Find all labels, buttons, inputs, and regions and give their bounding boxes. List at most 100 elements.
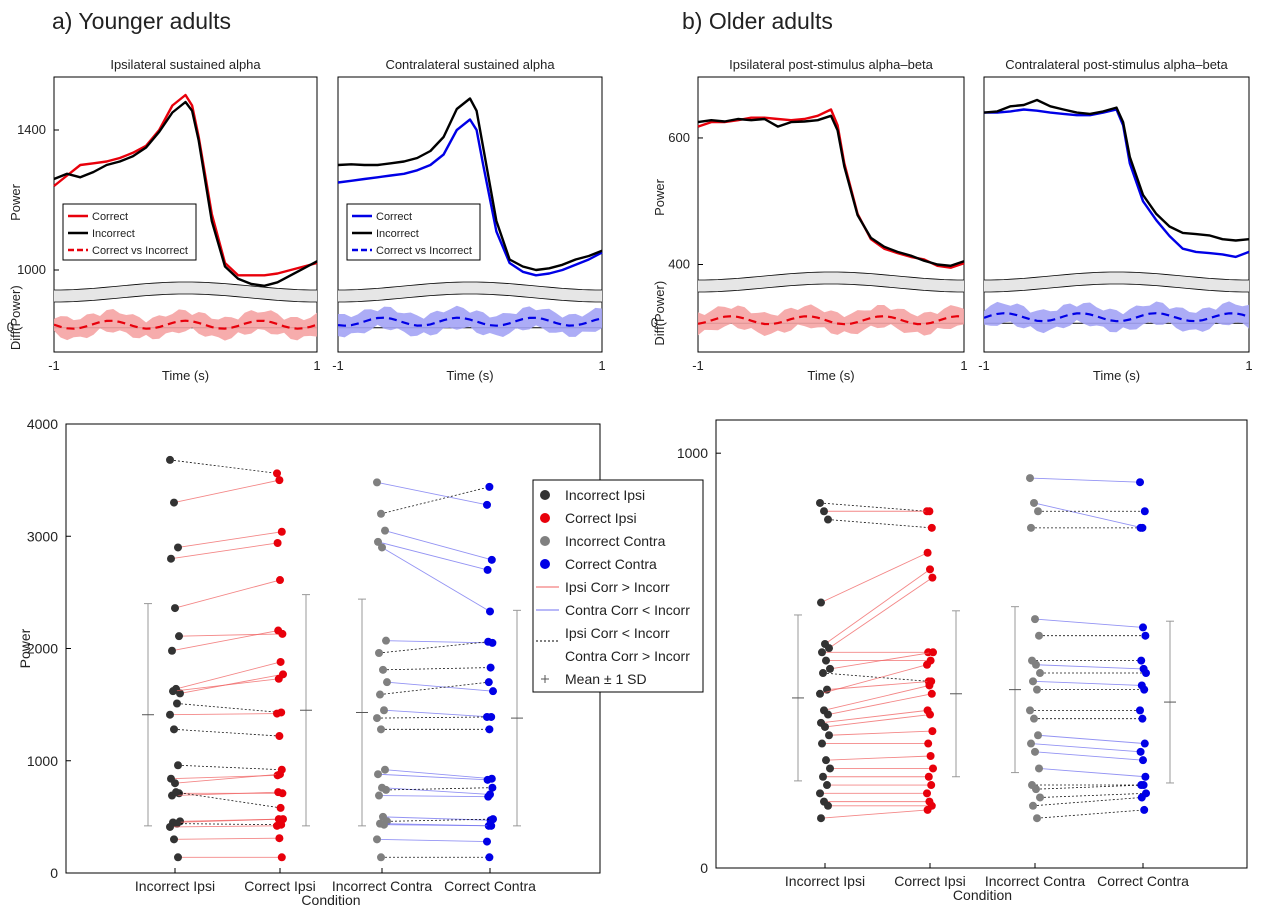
scatter-legend-entry-8: Mean ± 1 SD	[565, 671, 647, 687]
point-ipsi-a-0-13	[174, 761, 182, 770]
pair-line-ipsi-1-5	[828, 577, 933, 649]
axis-break-band-1	[338, 282, 602, 302]
pair-line-ipsi-0-2	[177, 531, 282, 548]
point-contra-a-1-9	[1029, 677, 1037, 686]
pair-line-contra-0-22	[376, 838, 488, 843]
point-ipsi-a-0-1	[170, 498, 178, 507]
point-ipsi-a-0-5	[175, 632, 183, 641]
scatter-legend-dot-2	[540, 536, 550, 546]
point-contra-a-1-5	[1035, 631, 1043, 640]
pair-line-contra-1-20	[1032, 797, 1142, 807]
point-ipsi-a-0-22	[166, 822, 174, 831]
point-ipsi-a-0-18	[172, 788, 180, 797]
axis-break-lower-0	[54, 293, 317, 303]
point-ipsi-b-1-8	[929, 648, 937, 657]
point-contra-a-0-5	[382, 636, 390, 645]
pair-line-contra-1-4	[1034, 618, 1144, 628]
panel-frame-1	[337, 76, 603, 353]
point-contra-b-0-16	[488, 783, 497, 792]
point-contra-b-1-4	[1139, 623, 1147, 632]
panel-frame-3	[983, 76, 1250, 353]
point-contra-a-1-7	[1032, 660, 1040, 669]
point-contra-a-1-14	[1027, 739, 1035, 748]
scatter-legend-dot-1	[540, 513, 550, 523]
point-ipsi-b-0-4	[276, 576, 284, 585]
pair-line-ipsi-1-11	[819, 664, 928, 695]
point-contra-a-0-13	[381, 765, 389, 774]
scatter-frame-0	[65, 423, 601, 874]
axis-break-band-2	[698, 272, 964, 292]
series-line-correct-0	[53, 93, 318, 277]
point-ipsi-b-0-24	[277, 853, 286, 862]
point-ipsi-b-0-17	[274, 788, 283, 797]
point-contra-b-1-5	[1141, 631, 1150, 640]
pair-line-contra-1-19	[1039, 792, 1147, 798]
point-ipsi-a-0-4	[171, 604, 179, 613]
point-ipsi-a-1-1	[820, 507, 828, 516]
pair-line-ipsi-0-7	[175, 661, 281, 690]
point-ipsi-a-0-9	[169, 687, 177, 696]
pair-line-ipsi-1-14	[820, 709, 928, 724]
pair-line-contra-1-9	[1032, 680, 1142, 686]
point-contra-a-0-11	[373, 714, 381, 723]
point-contra-a-1-18	[1032, 785, 1040, 794]
scatter-legend-entry-4: Ipsi Corr > Incorr	[565, 579, 670, 595]
point-contra-a-1-10	[1033, 685, 1041, 694]
scatter-legend-dot-0	[540, 490, 550, 500]
pair-line-contra-0-16	[385, 787, 493, 791]
point-ipsi-b-1-19	[929, 764, 937, 773]
point-contra-b-1-21	[1140, 805, 1149, 814]
pair-line-ipsi-0-12	[173, 728, 280, 737]
pair-line-contra-0-5	[385, 640, 493, 644]
pair-line-ipsi-0-1	[173, 479, 280, 504]
point-ipsi-a-1-5	[825, 644, 833, 653]
point-ipsi-b-0-9	[274, 674, 283, 683]
point-contra-a-0-16	[382, 785, 390, 794]
pair-line-ipsi-1-2	[827, 519, 932, 529]
scatter-legend-entry-1: Correct Ipsi	[565, 510, 637, 526]
point-contra-a-1-1	[1030, 498, 1038, 507]
scatter-ytick-0-1: 0	[700, 860, 708, 876]
x-axis-label-0: Time (s)	[162, 368, 209, 383]
point-ipsi-b-1-18	[926, 752, 935, 760]
diff-tick-0-0: 0	[7, 320, 14, 335]
point-ipsi-b-0-18	[276, 803, 285, 812]
pair-line-ipsi-0-21	[176, 823, 282, 826]
panel-subtitle-3: Contralateral post-stimulus alpha–beta	[1005, 57, 1228, 72]
series-line-incorrect-3	[983, 98, 1250, 242]
y-tick-1400-0: 1400	[17, 122, 46, 137]
pair-line-contra-0-7	[382, 667, 491, 671]
point-ipsi-b-1-17	[924, 739, 933, 748]
point-ipsi-a-1-16	[825, 731, 833, 740]
pair-line-ipsi-1-8	[829, 651, 934, 670]
scatter-legend-box	[532, 479, 704, 693]
point-ipsi-a-1-24	[824, 801, 832, 810]
pair-line-contra-1-21	[1036, 809, 1145, 819]
point-ipsi-a-0-11	[166, 710, 174, 719]
x-tick-1-3: 1	[1245, 358, 1252, 373]
point-contra-b-0-7	[486, 663, 495, 672]
pair-line-ipsi-0-3	[170, 542, 278, 560]
scatter-legend-entry-5: Contra Corr < Incorr	[565, 602, 690, 618]
x-axis-label-3: Time (s)	[1093, 368, 1140, 383]
point-contra-a-1-20	[1029, 801, 1037, 810]
legend-entry-0-2: Correct vs Incorrect	[92, 245, 188, 257]
y-axis-label-0: Power	[8, 183, 23, 221]
y-tick-1000-0: 1000	[17, 262, 46, 277]
diff-shade-2	[698, 304, 964, 336]
diff-line-1	[337, 316, 603, 327]
point-contra-a-1-21	[1033, 814, 1041, 823]
point-ipsi-a-1-6	[818, 648, 826, 657]
point-contra-b-1-18	[1139, 781, 1148, 790]
pair-line-ipsi-1-12	[823, 685, 930, 711]
point-contra-a-0-10	[380, 706, 388, 715]
point-contra-a-1-12	[1030, 714, 1038, 723]
scatter-ytick-2000-0: 2000	[27, 641, 58, 657]
scatter-ytick-4000-0: 4000	[27, 416, 58, 432]
point-contra-b-0-2	[487, 555, 496, 564]
pair-line-contra-0-15	[381, 787, 491, 795]
point-ipsi-a-1-8	[826, 664, 834, 673]
scatter-xtick-0-1: Incorrect Ipsi	[785, 873, 865, 889]
point-ipsi-a-1-22	[816, 789, 824, 798]
